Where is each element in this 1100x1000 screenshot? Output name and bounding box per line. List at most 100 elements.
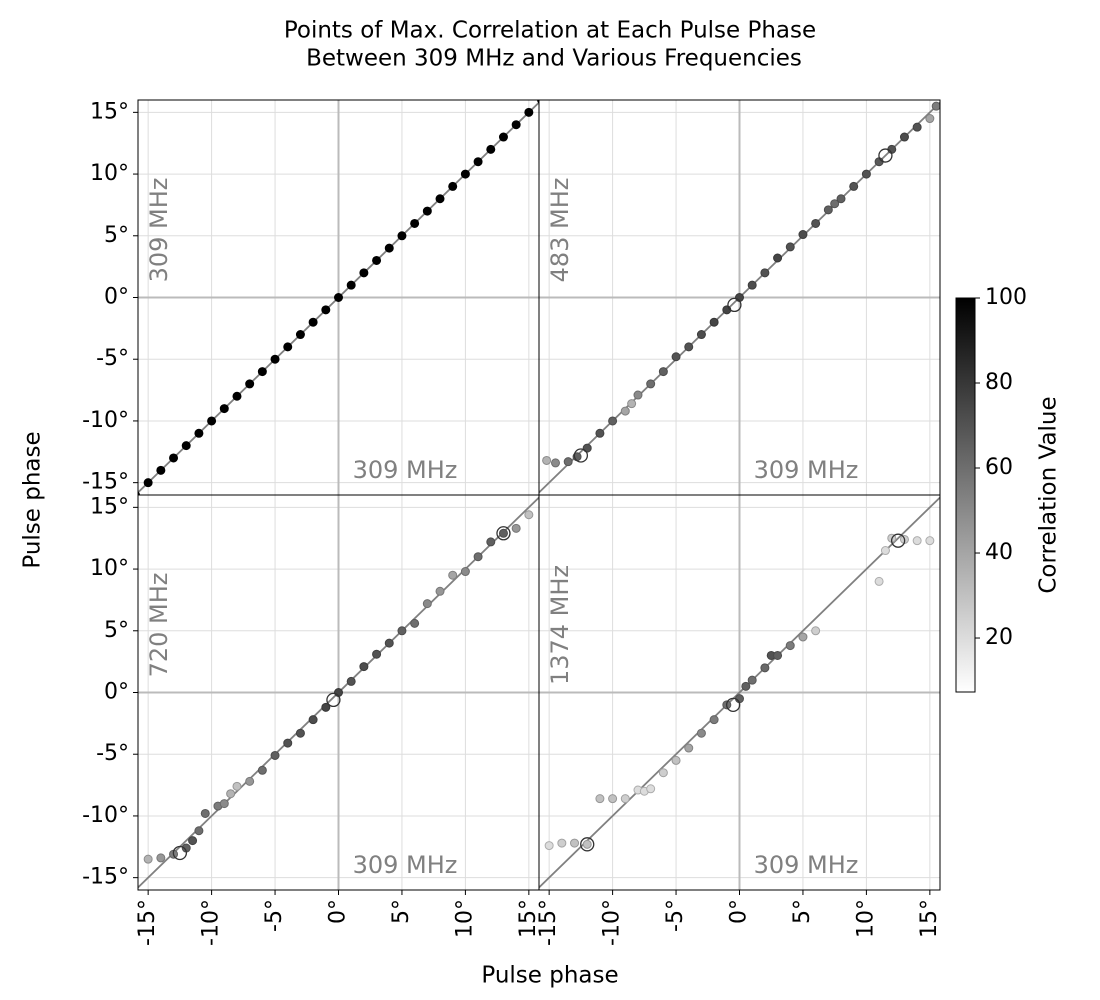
y-tick-label: 0°	[104, 285, 129, 310]
point	[245, 379, 255, 389]
point	[709, 317, 719, 327]
panel	[539, 100, 940, 495]
point	[633, 390, 643, 400]
y-tick-label: -15°	[82, 470, 129, 495]
point	[346, 280, 356, 290]
colorbar	[955, 297, 976, 693]
point	[143, 478, 153, 488]
point	[620, 794, 630, 804]
point	[658, 768, 668, 778]
x-tick-label: -10°	[600, 899, 625, 946]
point	[595, 794, 605, 804]
point	[811, 218, 821, 228]
reference-label: 309 MHz	[754, 456, 859, 484]
point	[435, 194, 445, 204]
panel	[539, 495, 940, 890]
point	[321, 305, 331, 315]
point	[257, 765, 267, 775]
point	[542, 455, 552, 465]
point	[397, 626, 407, 636]
x-tick-label: -15°	[135, 899, 160, 946]
chart-title: Points of Max. Correlation at Each Pulse…	[284, 18, 816, 44]
point	[200, 808, 210, 818]
y-tick-label: 0°	[104, 680, 129, 705]
point	[435, 586, 445, 596]
x-tick-label: 15°	[516, 899, 541, 938]
point	[372, 649, 382, 659]
point	[544, 841, 554, 851]
point	[741, 681, 751, 691]
highlight-circle	[326, 692, 341, 708]
point	[798, 632, 808, 642]
point	[798, 230, 808, 240]
point	[874, 576, 884, 586]
x-tick-label: 10°	[853, 899, 878, 938]
frequency-label: 309 MHz	[145, 178, 173, 283]
point	[308, 317, 318, 327]
point	[308, 715, 318, 725]
y-tick-label: -5°	[96, 346, 129, 371]
x-tick-label: -5°	[262, 899, 287, 932]
point	[747, 675, 757, 685]
point	[156, 465, 166, 475]
point	[194, 428, 204, 438]
point	[557, 838, 567, 848]
point	[295, 330, 305, 340]
point	[511, 523, 521, 533]
point	[627, 399, 637, 409]
point	[359, 268, 369, 278]
point	[321, 702, 331, 712]
colorbar-tick-label: 80	[985, 370, 1013, 395]
point	[925, 536, 935, 546]
point	[849, 181, 859, 191]
point	[696, 728, 706, 738]
point	[823, 205, 833, 215]
highlight-circle	[573, 448, 589, 463]
point	[550, 458, 560, 468]
point	[372, 255, 382, 265]
x-tick-label: 15°	[917, 899, 942, 938]
x-tick-label: 5°	[389, 899, 414, 924]
y-tick-label: 5°	[104, 618, 129, 643]
point	[811, 626, 821, 636]
colorbar-tick-label: 20	[985, 625, 1013, 650]
point	[219, 799, 229, 809]
x-tick-label: 0°	[727, 899, 752, 924]
point	[384, 243, 394, 253]
point	[181, 441, 191, 451]
frequency-label: 1374 MHz	[546, 565, 574, 685]
point	[397, 231, 407, 241]
point	[346, 676, 356, 686]
y-axis-label: Pulse phase	[20, 431, 46, 568]
point	[169, 453, 179, 463]
point	[245, 776, 255, 786]
point	[188, 836, 198, 846]
point	[646, 784, 656, 794]
point	[524, 107, 534, 117]
point	[912, 122, 922, 132]
point	[836, 194, 846, 204]
point	[563, 457, 573, 467]
x-tick-label: -10°	[199, 899, 224, 946]
colorbar-tick-label: 60	[985, 455, 1013, 480]
highlight-circle	[726, 697, 741, 712]
point	[760, 268, 770, 278]
highlight-circle	[172, 845, 188, 861]
point	[608, 416, 618, 426]
panel	[138, 495, 539, 890]
point	[696, 330, 706, 340]
point	[448, 181, 458, 191]
point	[684, 743, 694, 753]
point	[709, 715, 719, 725]
point	[524, 510, 534, 520]
point	[861, 169, 871, 179]
point	[760, 663, 770, 673]
point	[448, 570, 458, 580]
point	[498, 528, 508, 538]
point	[747, 280, 757, 290]
x-tick-label: 0°	[326, 899, 351, 924]
point	[226, 789, 236, 799]
point	[334, 293, 343, 302]
x-tick-label: -5°	[663, 899, 688, 932]
